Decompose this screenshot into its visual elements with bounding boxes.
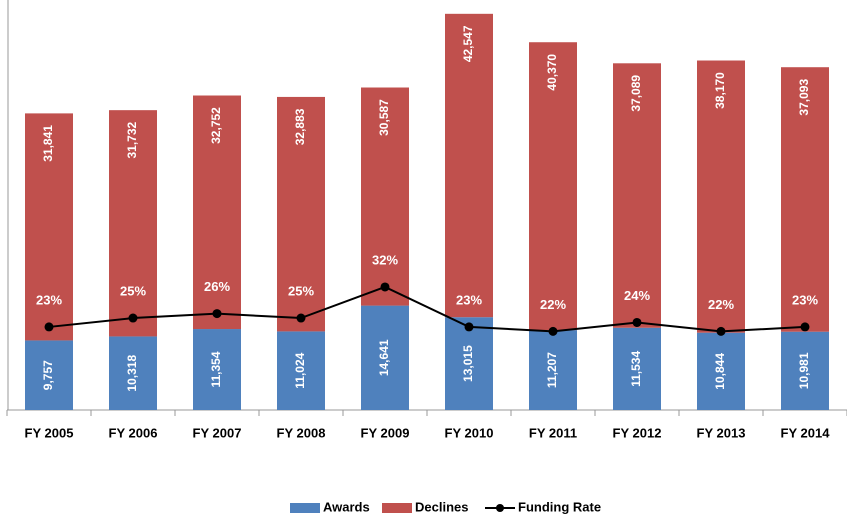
bar-segment xyxy=(277,96,325,332)
legend-swatch xyxy=(382,503,412,513)
data-label: 22% xyxy=(540,297,566,312)
x-tick-label: FY 2010 xyxy=(445,425,494,440)
x-tick-label: FY 2014 xyxy=(781,425,831,440)
x-tick-label: FY 2006 xyxy=(109,425,158,440)
x-tick-label: FY 2011 xyxy=(529,425,577,440)
data-label: 38,170 xyxy=(713,72,727,109)
data-label: 26% xyxy=(204,279,230,294)
bar-segment xyxy=(613,63,661,328)
bar-segment xyxy=(361,87,409,306)
x-tick-label: FY 2009 xyxy=(361,425,410,440)
bar-segment xyxy=(529,42,577,331)
data-label: 11,354 xyxy=(209,351,223,387)
data-label: 30,587 xyxy=(377,99,391,136)
data-label: 31,841 xyxy=(41,125,55,162)
legend-marker xyxy=(496,504,504,512)
data-label: 22% xyxy=(708,297,734,312)
data-label: 24% xyxy=(624,288,650,303)
data-label: 40,370 xyxy=(545,54,559,91)
data-label: 37,093 xyxy=(797,79,811,116)
bar-segment xyxy=(781,331,829,410)
data-label: 32,883 xyxy=(293,108,307,145)
bar-segment xyxy=(25,340,73,410)
x-tick-label: FY 2013 xyxy=(697,425,746,440)
line-marker xyxy=(548,326,558,336)
data-label: 32,752 xyxy=(209,107,223,144)
bar-segment xyxy=(25,113,73,341)
bar-segment xyxy=(109,336,157,410)
line-marker xyxy=(716,326,726,336)
x-tick-label: FY 2008 xyxy=(277,425,326,440)
data-label: 25% xyxy=(288,283,314,298)
bar-segment xyxy=(613,327,661,410)
data-label: 23% xyxy=(792,292,818,307)
x-tick-label: FY 2005 xyxy=(25,425,74,440)
data-label: 42,547 xyxy=(461,25,475,62)
bar-segment xyxy=(697,60,745,333)
legend-label: Declines xyxy=(415,499,468,514)
line xyxy=(48,285,806,333)
data-label: 25% xyxy=(120,283,146,298)
line-marker xyxy=(464,322,474,332)
data-label: 11,534 xyxy=(629,351,643,387)
data-label: 14,641 xyxy=(377,339,391,376)
bar-segment xyxy=(193,95,241,330)
data-label: 32% xyxy=(372,252,398,267)
x-tick-label: FY 2007 xyxy=(193,425,242,440)
data-label: 13,015 xyxy=(461,345,475,382)
bar-segment xyxy=(193,329,241,410)
line-marker xyxy=(800,322,810,332)
legend-swatch xyxy=(290,503,320,513)
line-marker xyxy=(632,317,642,327)
x-tick-label: FY 2012 xyxy=(613,425,662,440)
line-marker xyxy=(44,322,54,332)
data-label: 23% xyxy=(36,292,62,307)
bar-segment xyxy=(361,305,409,410)
data-label: 31,732 xyxy=(125,121,139,158)
line-marker xyxy=(128,313,138,323)
bar-segment xyxy=(529,330,577,410)
data-label: 11,024 xyxy=(293,352,307,388)
legend-label: Awards xyxy=(323,499,370,514)
legend-label: Funding Rate xyxy=(518,499,601,514)
bar-segment xyxy=(277,331,325,410)
bar-segment xyxy=(109,110,157,337)
data-label: 10,318 xyxy=(125,355,139,392)
line-marker xyxy=(296,313,306,323)
bar-segment xyxy=(445,13,493,318)
data-label: 10,981 xyxy=(797,352,811,389)
data-label: 23% xyxy=(456,292,482,307)
bar-segment xyxy=(781,67,829,332)
bar-segment xyxy=(445,317,493,410)
data-label: 10,844 xyxy=(713,353,727,390)
line-marker xyxy=(380,282,390,292)
data-label: 9,757 xyxy=(41,360,55,390)
data-label: 37,089 xyxy=(629,75,643,112)
data-label: 11,207 xyxy=(545,352,559,388)
line-marker xyxy=(212,309,222,319)
bar-segment xyxy=(697,332,745,410)
